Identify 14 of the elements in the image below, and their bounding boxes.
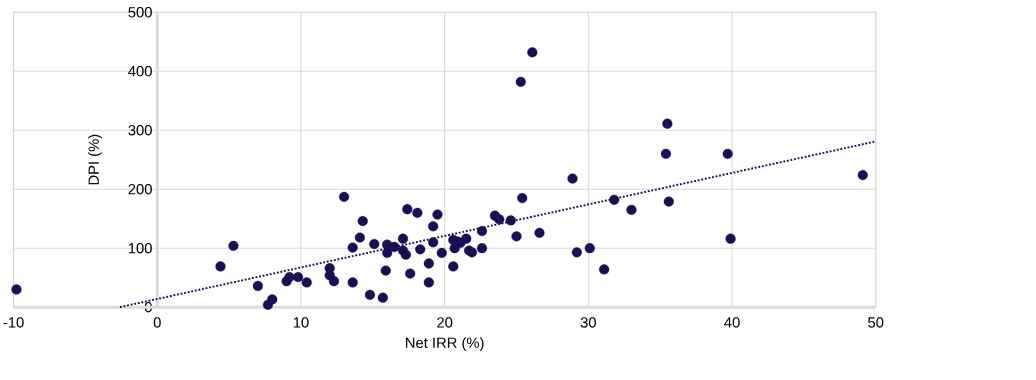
x-tick-label: 0 bbox=[153, 316, 161, 328]
x-tick-label: 10 bbox=[293, 316, 309, 328]
y-tick-label: 200 bbox=[128, 183, 152, 195]
x-tick-label: 30 bbox=[580, 316, 596, 328]
y-tick-label: 100 bbox=[128, 242, 152, 254]
y-tick-label: 300 bbox=[128, 124, 152, 136]
x-tick-label: 50 bbox=[868, 316, 884, 328]
y-tick-label: 500 bbox=[128, 6, 152, 18]
x-tick-label: 20 bbox=[437, 316, 453, 328]
x-tick-label: -10 bbox=[3, 316, 24, 328]
x-axis-title: Net IRR (%) bbox=[406, 336, 484, 351]
x-tick-label: 40 bbox=[724, 316, 740, 328]
y-axis-title: DPI (%) bbox=[88, 134, 102, 185]
y-tick-label: 400 bbox=[128, 65, 152, 77]
